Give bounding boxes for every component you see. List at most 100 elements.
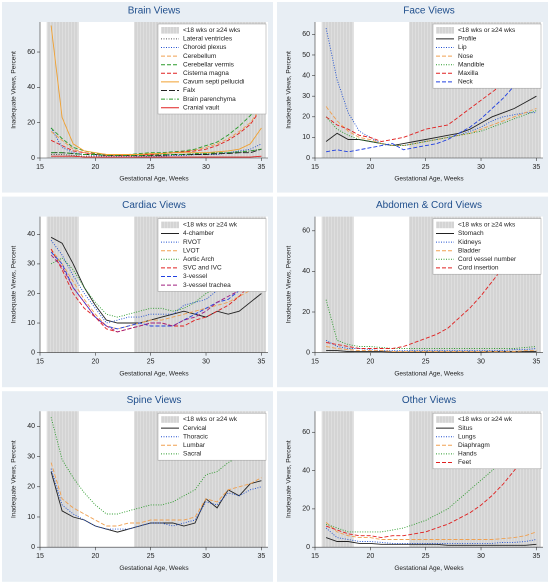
legend-label: Mandible [458,61,485,68]
y-tick-label: 40 [302,467,310,474]
legend-label: Lateral ventricles [183,36,233,43]
y-tick-label: 10 [27,514,35,521]
y-tick-label: 20 [302,309,310,316]
x-tick-label: 25 [147,164,155,171]
y-axis-title: Inadequate Views, Percent [11,246,18,324]
legend-label: Diaphragm [458,442,490,449]
legend-swatch [436,221,454,229]
y-axis-title: Inadequate Views, Percent [11,51,18,129]
legend-label: <18 wks or ≥24 wk [183,416,238,423]
legend-label: RVOT [183,239,201,246]
legend-label: Kidneys [458,239,482,246]
chart-title: Abdomen & Cord Views [376,200,482,211]
chart-title: Brain Views [128,6,181,17]
x-tick-label: 15 [36,164,44,171]
y-tick-label: 50 [302,52,310,59]
x-tick-label: 20 [366,358,374,365]
series-line [50,240,262,324]
legend-label: <18 wks or ≥24 wk [183,222,238,229]
x-tick-label: 35 [257,164,265,171]
x-axis-title: Gestational Age, Weeks [119,370,189,377]
legend-label: Brain parenchyma [183,96,236,103]
y-tick-label: 30 [302,93,310,100]
x-tick-label: 25 [422,358,430,365]
legend-box [432,218,542,275]
legend-label: Cisterna magna [183,70,229,77]
shaded-region [321,216,354,353]
y-tick-label: 10 [27,320,35,327]
legend-label: Cord vessel number [458,256,517,263]
legend-label: Lumbar [183,442,206,449]
y-tick-label: 40 [302,72,310,79]
legend-swatch [161,221,179,229]
x-tick-label: 15 [311,358,319,365]
panel: Other Views 0 20 40 60 15 20 25 30 35 Gestational … [277,391,548,582]
x-tick-label: 35 [257,358,265,365]
shaded-region [46,216,79,353]
x-tick-label: 30 [202,553,210,560]
y-axis-title: Inadequate Views, Percent [286,440,293,518]
y-tick-label: 20 [302,114,310,121]
chart-title: Other Views [402,395,456,406]
legend-label: Cranial vault [183,104,219,111]
legend-label: Lip [458,44,467,51]
legend-label: 3-vessel [183,273,208,280]
legend-box [157,218,267,292]
legend-label: LVOT [183,247,200,254]
series-line [50,254,262,333]
legend-swatch [436,27,454,34]
legend-label: Profile [458,36,477,43]
x-tick-label: 35 [532,553,540,560]
legend-label: Stomach [458,230,484,237]
x-tick-label: 20 [91,164,99,171]
chart-title: Cardiac Views [122,200,186,211]
x-tick-label: 25 [147,358,155,365]
series-line [325,537,537,546]
x-tick-label: 30 [202,164,210,171]
series-line [50,108,262,156]
legend-swatch [161,27,179,34]
x-tick-label: 15 [36,553,44,560]
y-axis-title: Inadequate Views, Percent [11,440,18,518]
y-axis-title: Inadequate Views, Percent [286,246,293,324]
x-tick-label: 20 [91,553,99,560]
chart-title: Face Views [403,6,455,17]
panel: Spine Views 0 10 20 30 40 15 20 25 30 35 Gestationa… [2,391,273,582]
legend-label: <18 wks or ≥24 wk [458,416,513,423]
legend-label: Cord insertion [458,265,499,272]
x-tick-label: 20 [366,553,374,560]
y-tick-label: 60 [302,228,310,235]
legend-label: 3-vessel trachea [183,282,231,289]
y-tick-label: 20 [27,120,35,127]
panel: Cardiac Views 0 10 20 30 40 15 20 25 30 35 Gestatio… [2,196,273,388]
y-axis-title: Inadequate Views, Percent [286,51,293,129]
panel: Brain Views 0 20 40 60 15 20 25 30 35 Gestational … [2,2,273,193]
legend-label: <18 wks or ≥24 wks [183,27,241,34]
legend-label: 4-chamber [183,230,215,237]
x-tick-label: 30 [477,358,485,365]
series-line [325,437,537,539]
shaded-region [321,411,354,548]
y-tick-label: 40 [27,84,35,91]
legend-label: Bladder [458,247,481,254]
x-axis-title: Gestational Age, Weeks [394,176,464,183]
y-tick-label: 40 [27,423,35,430]
legend-label: Situs [458,425,473,432]
y-tick-label: 60 [302,429,310,436]
y-tick-label: 0 [306,155,310,162]
series-line [51,155,262,158]
legend-swatch [436,416,454,423]
shaded-region [46,411,79,548]
legend-label: Nose [458,53,474,60]
legend-label: Aortic Arch [183,256,215,263]
legend-label: Cervical [183,425,207,432]
x-tick-label: 25 [422,553,430,560]
y-tick-label: 10 [302,134,310,141]
x-tick-label: 35 [257,553,265,560]
series-line [326,346,537,353]
y-tick-label: 40 [27,231,35,238]
legend-label: Neck [458,79,474,86]
x-axis-title: Gestational Age, Weeks [119,176,189,183]
y-tick-label: 0 [31,544,35,551]
